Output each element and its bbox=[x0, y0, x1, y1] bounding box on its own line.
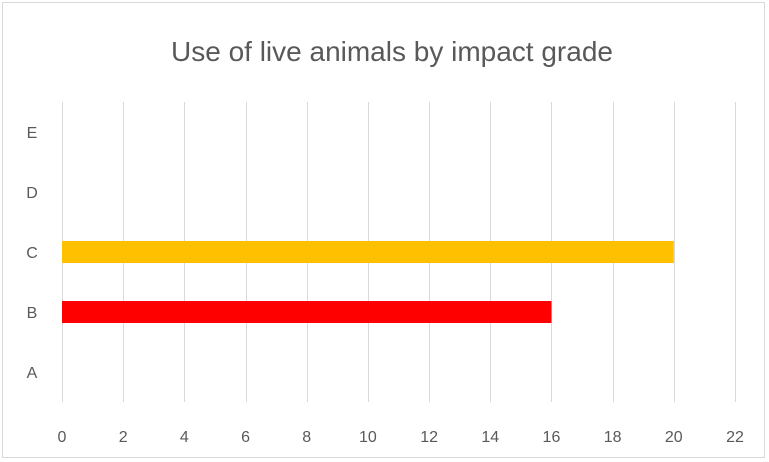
x-tick-label: 16 bbox=[543, 429, 561, 446]
chart-frame bbox=[2, 2, 765, 458]
x-tick-label: 4 bbox=[180, 429, 189, 446]
y-tick-label-C: C bbox=[26, 245, 38, 262]
x-tick-label: 6 bbox=[241, 429, 250, 446]
y-tick-label-B: B bbox=[27, 305, 38, 322]
x-tick-label: 18 bbox=[604, 429, 622, 446]
x-tick-label: 8 bbox=[302, 429, 311, 446]
y-tick-label-D: D bbox=[26, 185, 38, 202]
chart-title: Use of live animals by impact grade bbox=[171, 36, 613, 67]
y-axis-ticks: A B C D E bbox=[26, 125, 38, 382]
x-tick-label: 0 bbox=[58, 429, 67, 446]
bars bbox=[62, 241, 674, 323]
x-tick-label: 2 bbox=[119, 429, 128, 446]
x-tick-label: 22 bbox=[726, 429, 744, 446]
x-tick-label: 12 bbox=[420, 429, 438, 446]
x-tick-label: 20 bbox=[665, 429, 683, 446]
x-tick-label: 10 bbox=[359, 429, 377, 446]
y-tick-label-E: E bbox=[27, 125, 38, 142]
y-tick-label-A: A bbox=[27, 365, 38, 382]
bar-C bbox=[62, 241, 674, 263]
x-axis-ticks: 0 2 4 6 8 10 12 14 16 18 20 22 bbox=[58, 429, 744, 446]
bar-B bbox=[62, 301, 552, 323]
x-tick-label: 14 bbox=[481, 429, 499, 446]
